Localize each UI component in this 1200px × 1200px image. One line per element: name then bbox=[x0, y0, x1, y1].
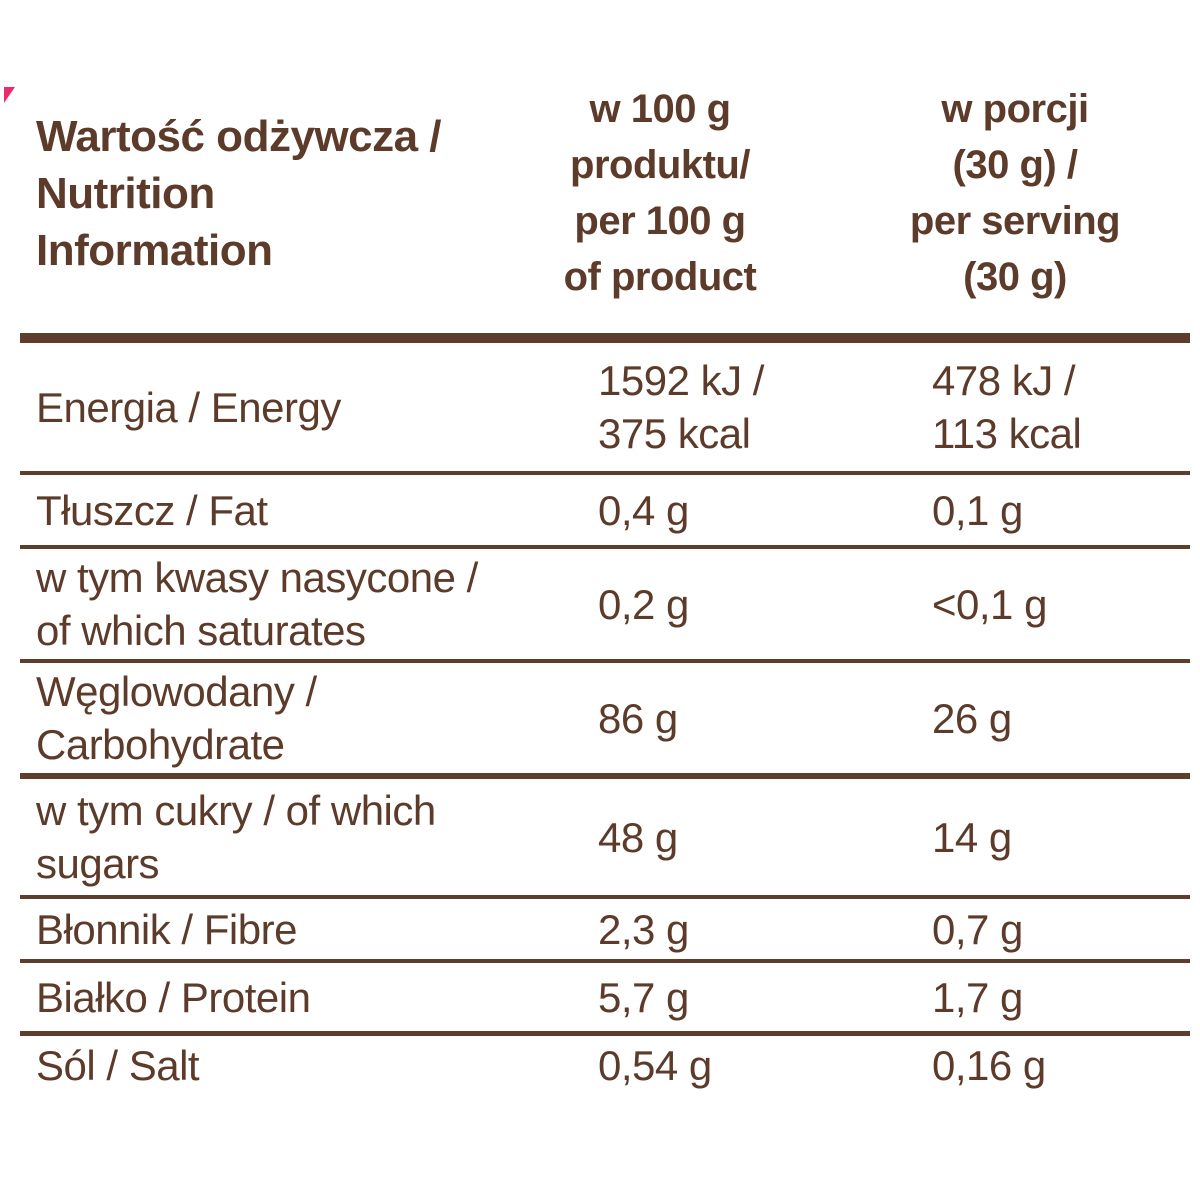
table-header-row: Wartość odżywcza / Nutrition Information… bbox=[20, 78, 1190, 308]
table-row-sugars: w tym cukry / of which sugars 48 g 14 g bbox=[20, 773, 1190, 895]
value-per-serving: 1,7 g bbox=[932, 973, 1023, 1021]
table-row-saturates: w tym kwasy nasycone / of which saturate… bbox=[20, 545, 1190, 659]
row-label: Węglowodany / Carbohydrate bbox=[36, 668, 317, 768]
row-label: w tym kwasy nasycone / of which saturate… bbox=[36, 554, 478, 654]
row-label: Błonnik / Fibre bbox=[36, 905, 297, 953]
value-per-100g: 48 g bbox=[598, 813, 678, 861]
table-row-fibre: Błonnik / Fibre 2,3 g 0,7 g bbox=[20, 895, 1190, 959]
value-per-100g: 0,4 g bbox=[598, 486, 689, 534]
pink-corner-mark bbox=[4, 87, 15, 103]
table-row-energy: Energia / Energy 1592 kJ / 375 kcal 478 … bbox=[20, 333, 1190, 471]
value-per-100g: 86 g bbox=[598, 694, 678, 742]
value-per-serving: 0,16 g bbox=[932, 1041, 1046, 1089]
value-per-100g: 1592 kJ / 375 kcal bbox=[598, 357, 764, 457]
column-header-per-100g: w 100 g produktu/ per 100 g of product bbox=[563, 87, 757, 299]
row-label: Energia / Energy bbox=[36, 383, 341, 431]
value-per-100g: 2,3 g bbox=[598, 905, 689, 953]
value-per-serving: 14 g bbox=[932, 813, 1012, 861]
row-label: w tym cukry / of which sugars bbox=[36, 787, 436, 887]
table-row-fat: Tłuszcz / Fat 0,4 g 0,1 g bbox=[20, 471, 1190, 545]
value-per-serving: 0,1 g bbox=[932, 486, 1023, 534]
row-label: Sól / Salt bbox=[36, 1041, 200, 1089]
nutrition-table: Wartość odżywcza / Nutrition Information… bbox=[20, 78, 1190, 1094]
value-per-serving: 0,7 g bbox=[932, 905, 1023, 953]
column-header-per-serving: w porcji (30 g) / per serving (30 g) bbox=[909, 87, 1121, 299]
table-row-salt: Sól / Salt 0,54 g 0,16 g bbox=[20, 1031, 1190, 1094]
value-per-serving: 26 g bbox=[932, 694, 1012, 742]
value-per-serving: <0,1 g bbox=[932, 580, 1047, 628]
value-per-100g: 5,7 g bbox=[598, 973, 689, 1021]
value-per-serving: 478 kJ / 113 kcal bbox=[932, 357, 1082, 457]
table-row-protein: Białko / Protein 5,7 g 1,7 g bbox=[20, 959, 1190, 1031]
table-row-carbohydrate: Węglowodany / Carbohydrate 86 g 26 g bbox=[20, 659, 1190, 773]
table-title: Wartość odżywcza / Nutrition Information bbox=[36, 111, 442, 275]
value-per-100g: 0,2 g bbox=[598, 580, 689, 628]
row-label: Białko / Protein bbox=[36, 973, 311, 1021]
value-per-100g: 0,54 g bbox=[598, 1041, 712, 1089]
row-label: Tłuszcz / Fat bbox=[36, 486, 268, 534]
